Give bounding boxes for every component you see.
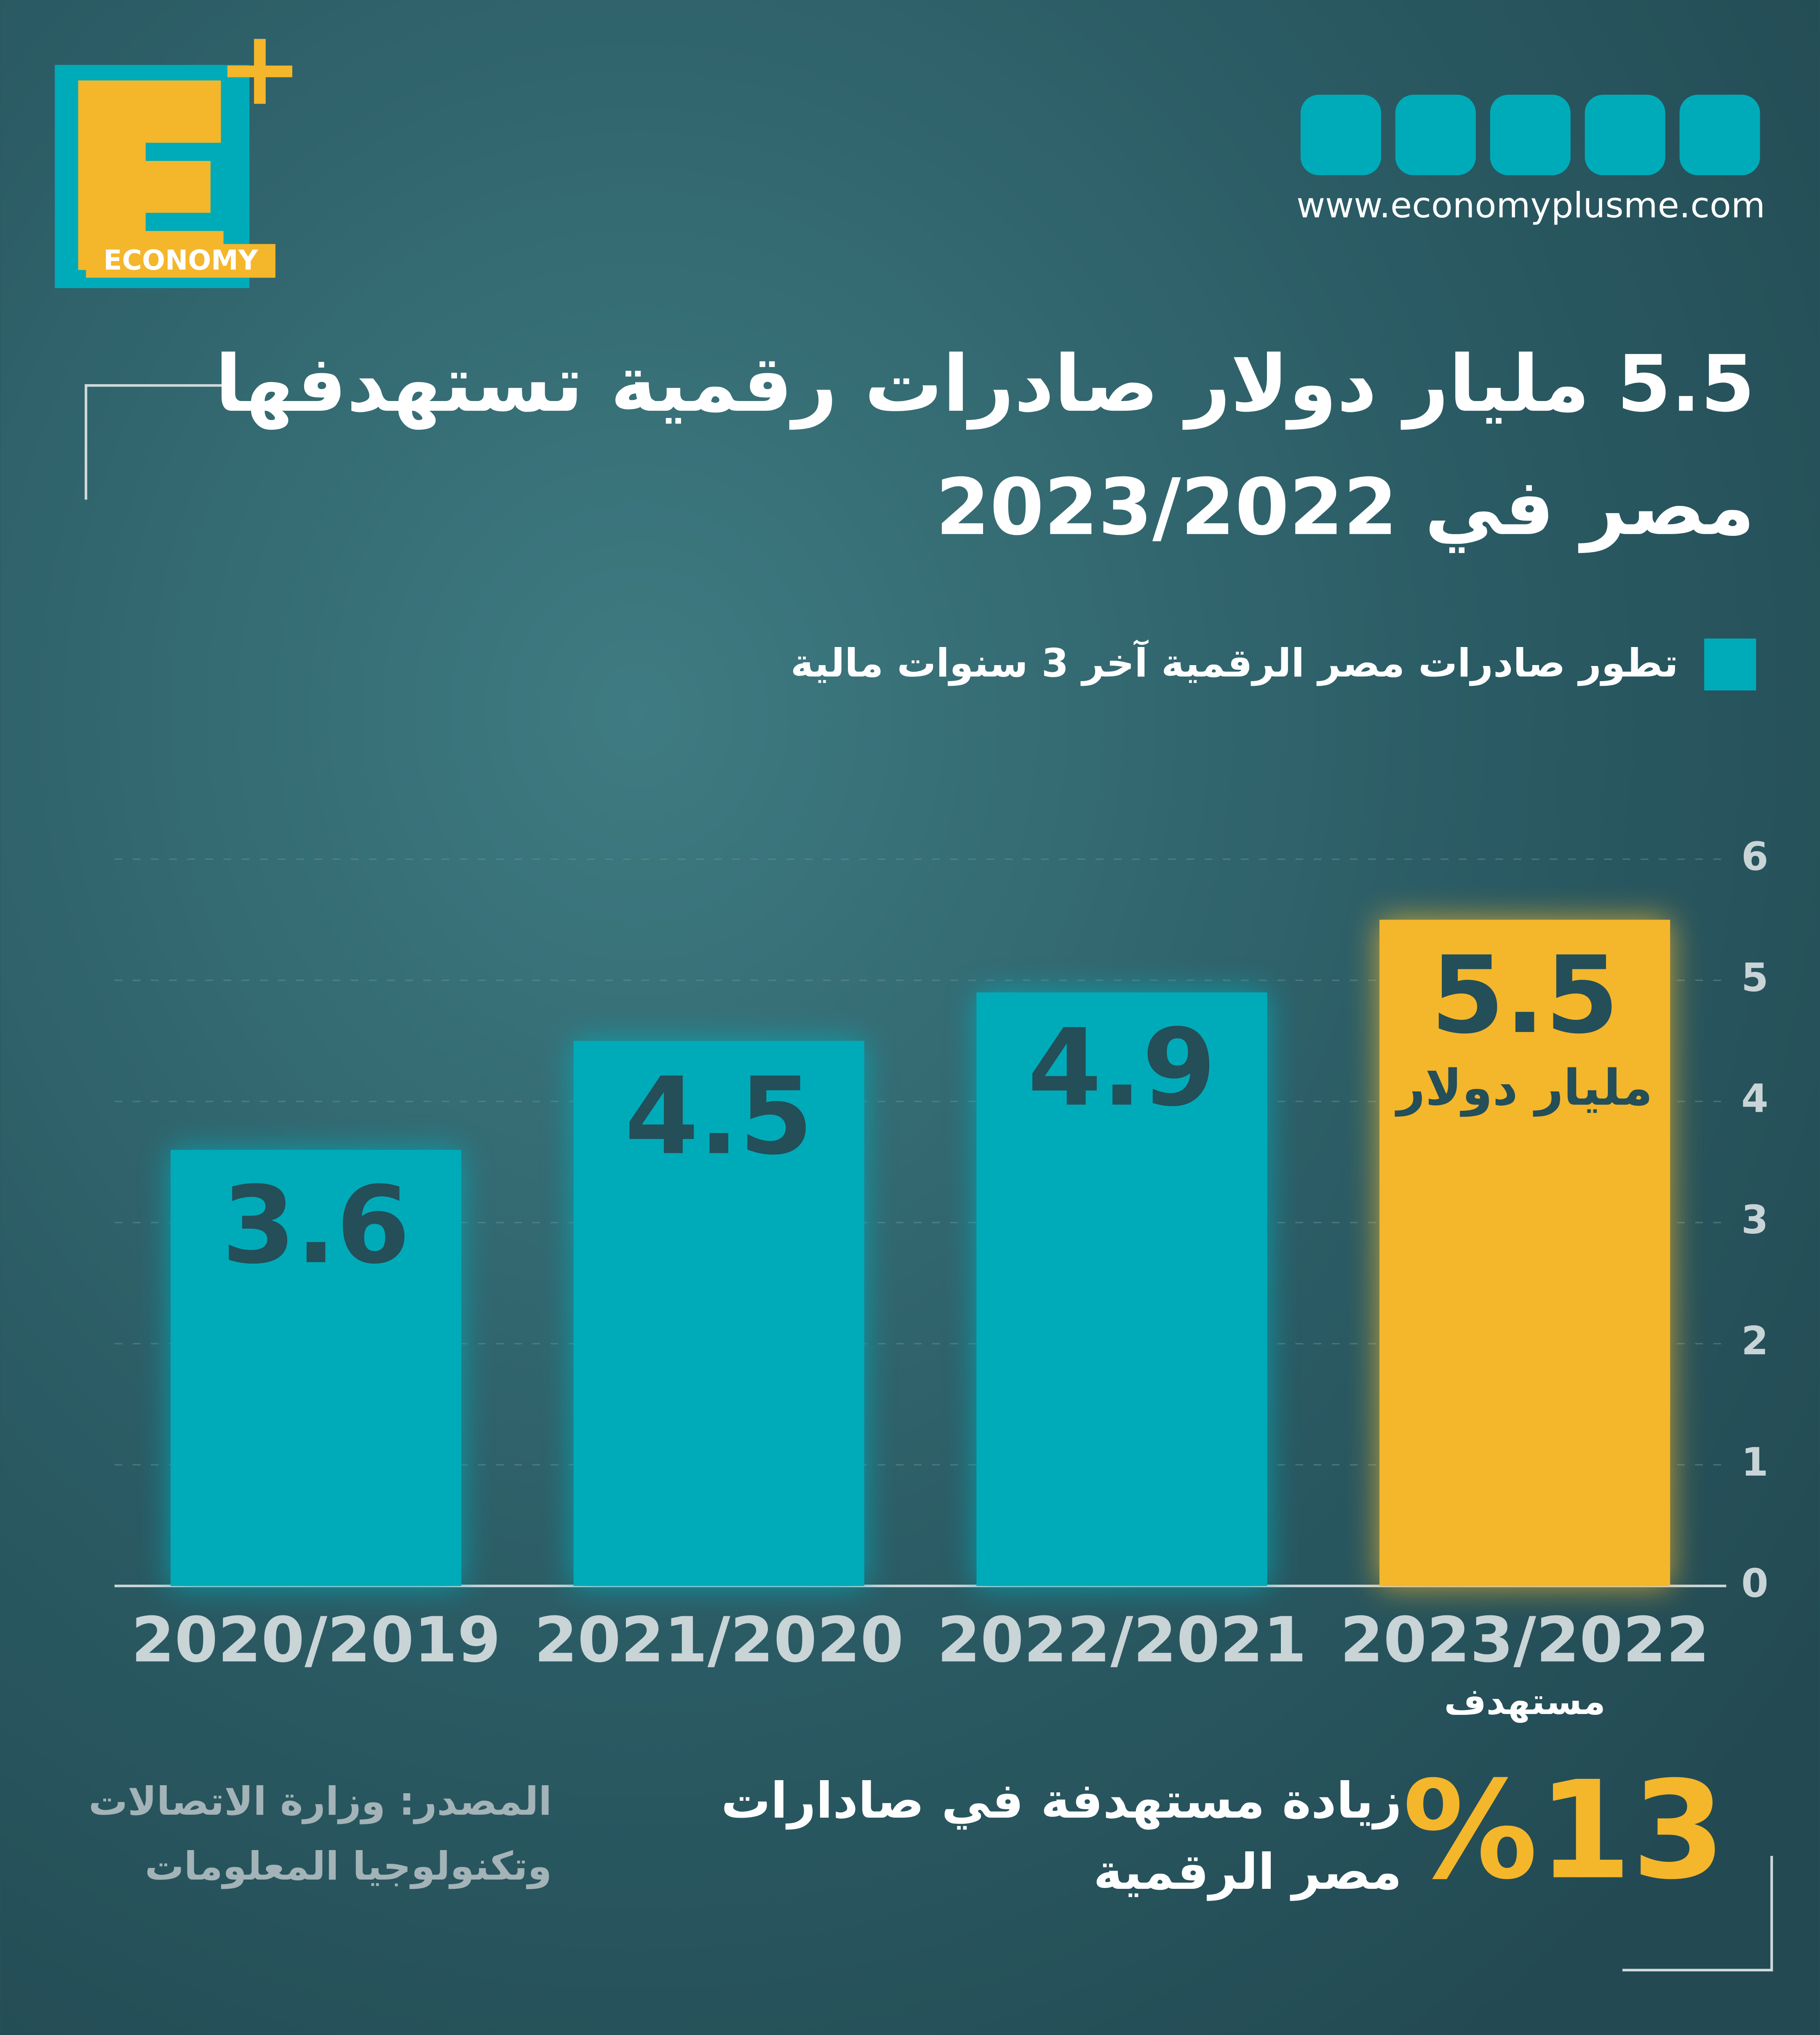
brand-name: ECONOMY [103, 245, 258, 276]
bar [976, 992, 1267, 1586]
y-tick-label: 0 [1741, 1560, 1768, 1606]
legend-label: تطور صادرات مصر الرقمية آخر 3 سنوات مالي… [791, 639, 1678, 686]
value-label: 4.9 [1028, 1005, 1216, 1130]
y-tick-label: 1 [1741, 1439, 1768, 1485]
y-tick-label: 3 [1741, 1197, 1768, 1243]
x-tick-label: 2020/2019 [131, 1604, 501, 1676]
highlight-text: زيادة مستهدفة في صادارات [721, 1772, 1402, 1830]
chart-title: 5.5 مليار دولار صادرات رقمية تستهدفها [215, 338, 1755, 430]
highlight-text: مصر الرقمية [1093, 1843, 1402, 1901]
chart-title: مصر في 2023/2022 [935, 462, 1755, 554]
y-tick-label: 5 [1741, 955, 1768, 1000]
logo: ECONOMY [55, 39, 292, 288]
bar [1379, 920, 1670, 1586]
bar [573, 1040, 864, 1586]
legend-swatch [1704, 638, 1756, 691]
source: المصدر: وزارة الاتصالات [88, 1778, 552, 1824]
value-label: 3.6 [222, 1163, 410, 1287]
highlight-value: %13 [1403, 1752, 1726, 1909]
x-tick-label: 2021/2020 [534, 1604, 903, 1676]
y-tick-label: 2 [1741, 1318, 1768, 1364]
x-tick-label: 2023/2022 [1340, 1604, 1710, 1676]
bar [171, 1150, 462, 1586]
corner-line [84, 384, 234, 500]
bar-chart: 0 1 2 3 4 5 6 2020/2019 3.6 2021/2020 4.5 2022/2021… [114, 834, 1768, 1723]
value-label: 5.5 [1430, 933, 1619, 1057]
unit-label: مليار دولار [1395, 1059, 1653, 1117]
y-tick-label: 4 [1741, 1076, 1768, 1121]
target-label: مستهدف [1444, 1681, 1605, 1723]
y-tick-label: 6 [1741, 834, 1768, 879]
x-tick-label: 2022/2021 [937, 1604, 1307, 1676]
source: وتكنولوجيا المعلومات [145, 1843, 552, 1889]
social-icons [1300, 94, 1760, 175]
website: www.economyplusme.com [1296, 185, 1765, 226]
value-label: 4.5 [625, 1054, 813, 1178]
corner-line [1622, 1856, 1773, 1972]
